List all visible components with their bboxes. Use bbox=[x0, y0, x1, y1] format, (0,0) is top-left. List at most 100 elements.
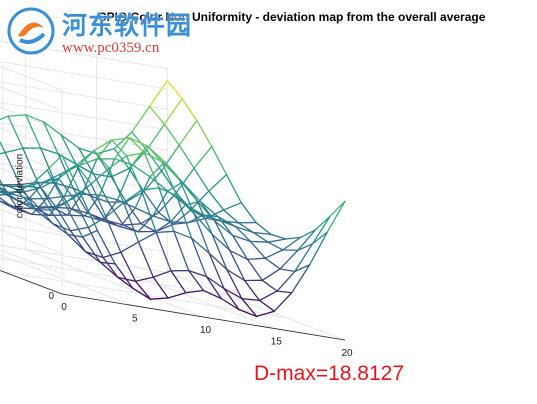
mesh-segment bbox=[170, 270, 187, 294]
y-tick-label: 0 bbox=[48, 291, 54, 302]
mesh-segment bbox=[55, 206, 72, 232]
mesh-segment bbox=[60, 134, 77, 165]
mesh-segment bbox=[40, 187, 57, 208]
mesh-segment bbox=[54, 182, 71, 209]
mesh-segment bbox=[0, 190, 7, 193]
mesh-segment bbox=[258, 290, 278, 302]
mesh-segment bbox=[140, 187, 160, 191]
mesh-segment bbox=[229, 249, 249, 261]
mesh-segment bbox=[60, 134, 80, 149]
mesh-segment bbox=[81, 158, 98, 195]
mesh-segment bbox=[49, 209, 69, 236]
mesh-segment bbox=[214, 220, 231, 252]
mesh-segment bbox=[58, 177, 75, 199]
mesh-segment bbox=[193, 213, 210, 255]
grid-line bbox=[96, 260, 275, 329]
mesh-segment bbox=[149, 297, 169, 300]
mesh-segment bbox=[99, 158, 116, 196]
mesh-segment bbox=[208, 173, 228, 192]
mesh-segment bbox=[143, 152, 160, 189]
grid-line bbox=[0, 257, 227, 296]
mesh-segment bbox=[0, 115, 9, 121]
mesh-segment bbox=[125, 155, 143, 191]
mesh-segment bbox=[264, 249, 284, 259]
mesh-segment bbox=[232, 234, 249, 261]
mesh-segment bbox=[140, 211, 160, 225]
grid-line bbox=[25, 249, 204, 318]
mesh-segment bbox=[7, 114, 27, 117]
mesh-segment bbox=[214, 220, 234, 237]
mesh-segment bbox=[0, 179, 3, 186]
mesh-segment bbox=[52, 223, 72, 232]
mesh-segment bbox=[137, 241, 154, 278]
mesh-segment bbox=[10, 193, 30, 200]
mesh-segment bbox=[173, 230, 190, 272]
mesh-segment bbox=[246, 257, 266, 261]
mesh-segment bbox=[225, 173, 242, 204]
mesh-segment bbox=[67, 233, 84, 238]
mesh-segment bbox=[211, 233, 231, 252]
mesh-segment bbox=[4, 151, 21, 186]
grid-line bbox=[0, 81, 168, 110]
mesh-segment bbox=[0, 140, 6, 154]
mesh-segment bbox=[93, 149, 110, 170]
mesh-segment bbox=[169, 221, 189, 224]
dmax-annotation: D-max=18.8127 bbox=[254, 362, 405, 385]
mesh-segment bbox=[108, 167, 125, 204]
mesh-segment bbox=[87, 216, 107, 229]
mesh-segment bbox=[152, 215, 172, 223]
mesh-segment bbox=[63, 193, 83, 198]
mesh-segment bbox=[229, 249, 246, 282]
mesh-segment bbox=[81, 236, 101, 263]
mesh-segment bbox=[92, 173, 110, 203]
mesh-segment bbox=[176, 195, 196, 215]
mesh-segment bbox=[208, 252, 228, 271]
mesh-segment bbox=[84, 250, 101, 263]
grid-line bbox=[167, 272, 346, 341]
mesh-segment bbox=[232, 234, 252, 243]
mesh-segment bbox=[95, 147, 115, 155]
mesh-segment bbox=[217, 215, 234, 237]
mesh-segment bbox=[241, 297, 261, 302]
mesh-segment bbox=[237, 222, 254, 234]
mesh-segment bbox=[7, 115, 24, 149]
mesh-segment bbox=[120, 241, 140, 253]
mesh-segment bbox=[63, 164, 80, 198]
mesh-segment bbox=[178, 144, 195, 169]
mesh-segment bbox=[61, 154, 81, 193]
mesh-segment bbox=[90, 195, 110, 203]
mesh-segment bbox=[190, 237, 210, 255]
mesh-segment bbox=[205, 275, 225, 290]
mesh-segment bbox=[93, 139, 113, 152]
grid-line bbox=[0, 147, 63, 172]
mesh-segment bbox=[78, 147, 95, 175]
watermark-logo-icon bbox=[7, 7, 55, 55]
mesh-segment bbox=[181, 97, 198, 122]
mesh-segment bbox=[72, 187, 89, 214]
mesh-segment bbox=[2, 192, 22, 203]
mesh-segment bbox=[282, 236, 302, 251]
grid-line bbox=[0, 244, 168, 273]
mesh-segment bbox=[99, 194, 119, 201]
mesh-segment bbox=[140, 189, 157, 234]
mesh-segment bbox=[163, 97, 183, 125]
mesh-segment bbox=[188, 269, 208, 278]
mesh-segment bbox=[79, 191, 99, 232]
mesh-segment bbox=[143, 170, 163, 193]
mesh-segment bbox=[294, 264, 311, 273]
mesh-segment bbox=[190, 237, 208, 278]
mesh-segment bbox=[52, 223, 69, 236]
mesh-segment bbox=[43, 172, 63, 183]
mesh-segment bbox=[311, 231, 328, 245]
mesh-segment bbox=[196, 200, 216, 222]
mesh-segment bbox=[264, 257, 281, 270]
mesh-segment bbox=[279, 268, 296, 273]
mesh-segment bbox=[178, 179, 196, 215]
mesh-segment bbox=[102, 251, 122, 259]
mesh-segment bbox=[226, 268, 246, 282]
grid-line bbox=[0, 127, 63, 152]
mesh-segment bbox=[199, 200, 219, 218]
mesh-segment bbox=[0, 191, 4, 194]
mesh-segment bbox=[22, 191, 39, 208]
